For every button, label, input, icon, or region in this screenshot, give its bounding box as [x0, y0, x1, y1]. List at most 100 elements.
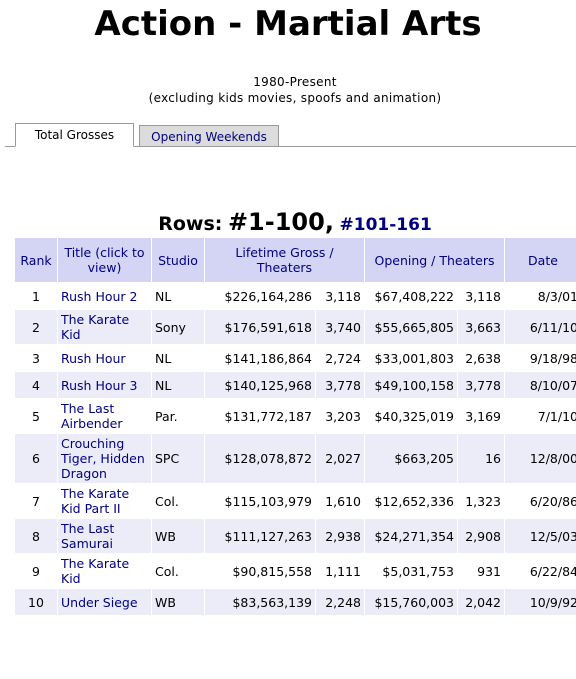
lifetime-gross: $111,127,263 — [205, 519, 315, 553]
tab[interactable]: Opening Weekends — [139, 125, 279, 147]
studio: NL — [152, 372, 204, 398]
page-title: Action - Martial Arts — [94, 4, 482, 44]
opening-theaters: 1,323 — [465, 493, 501, 509]
date: 9/18/98 — [529, 350, 576, 366]
table-row: 3 Rush Hour NL $141,186,864 2,724 $33,001,803… — [15, 345, 576, 371]
date: 6/22/84 — [529, 563, 576, 579]
title[interactable]: Rush Hour 3 — [58, 372, 151, 398]
title[interactable]: The Last Samurai — [58, 519, 151, 553]
table-row: 4 Rush Hour 3 NL $140,125,968 3,778 $49,100,1… — [15, 372, 576, 398]
pager-label: Rows: — [158, 213, 223, 235]
studio: SPC — [152, 434, 204, 483]
separator: , — [324, 208, 334, 236]
title[interactable]: The Karate Kid Part II — [61, 486, 130, 516]
title[interactable]: Rush Hour — [61, 350, 126, 366]
grosses-table: Rank Title (click to view) Studio Lifetime … — [14, 237, 576, 616]
pager-link[interactable]: #101-161 — [339, 215, 432, 235]
studio: NL — [155, 350, 172, 366]
lifetime-gross: $115,103,979 — [224, 493, 312, 509]
column-header[interactable]: Title (click to view) — [58, 238, 151, 282]
date: 7/1/10 — [537, 408, 576, 424]
note: (excluding kids movies, spoofs and anima… — [148, 91, 442, 105]
rank: 3 — [32, 350, 40, 366]
column-header[interactable]: Date — [505, 238, 576, 282]
title[interactable]: The Last Airbender — [61, 401, 123, 431]
opening: $12,652,336 — [374, 493, 454, 509]
opening: $5,031,753 — [382, 563, 454, 579]
column-header[interactable]: Rank — [15, 238, 57, 282]
opening: $49,100,158 — [365, 372, 457, 398]
column-header[interactable]: Lifetime Gross / Theaters — [205, 238, 364, 282]
opening-theaters: 3,778 — [458, 372, 504, 398]
lifetime-gross: $83,563,139 — [205, 589, 315, 615]
title[interactable]: Crouching Tiger, Hidden Dragon — [58, 434, 151, 483]
theaters: 3,740 — [316, 310, 364, 344]
rank: 2 — [15, 310, 57, 344]
rank: 8 — [15, 519, 57, 553]
theaters: 3,118 — [325, 288, 361, 304]
table-row: 1 Rush Hour 2 NL $226,164,286 3,118 $67,408,2… — [15, 283, 576, 309]
opening-theaters: 2,042 — [458, 589, 504, 615]
theaters: 2,248 — [316, 589, 364, 615]
lifetime-gross: $226,164,286 — [224, 288, 312, 304]
opening: $663,205 — [365, 434, 457, 483]
opening-theaters: 2,638 — [465, 350, 501, 366]
theaters: 3,778 — [316, 372, 364, 398]
opening: $55,665,805 — [365, 310, 457, 344]
lifetime-gross: $128,078,872 — [205, 434, 315, 483]
opening-theaters: 3,118 — [465, 288, 501, 304]
rank: 5 — [32, 408, 40, 424]
rank: 7 — [32, 493, 40, 509]
opening: $67,408,222 — [374, 288, 454, 304]
title[interactable]: The Karate Kid — [61, 556, 130, 586]
studio: WB — [152, 589, 204, 615]
theaters: 1,610 — [325, 493, 361, 509]
title[interactable]: Under Siege — [58, 589, 151, 615]
table-row: 8 The Last Samurai WB $111,127,263 2,938 $24,… — [15, 519, 576, 553]
title[interactable]: Rush Hour 2 — [61, 288, 138, 304]
table-row: 7 The Karate Kid Part II Col. $115,103,979 1… — [15, 484, 576, 518]
rank: 9 — [32, 563, 40, 579]
table-row: 2 The Karate Kid Sony $176,591,618 3,740 $55,… — [15, 310, 576, 344]
rank: 6 — [15, 434, 57, 483]
date: 10/9/92 — [505, 589, 576, 615]
column-header[interactable]: Studio — [152, 238, 204, 282]
lifetime-gross: $90,815,558 — [232, 563, 312, 579]
rank: 10 — [15, 589, 57, 615]
date: 6/20/86 — [529, 493, 576, 509]
rank: 4 — [15, 372, 57, 398]
theaters: 3,203 — [325, 408, 361, 424]
title[interactable]: The Karate Kid — [58, 310, 151, 344]
table-row: 9 The Karate Kid Col. $90,815,558 1,111 $5,03… — [15, 554, 576, 588]
opening: $40,325,019 — [374, 408, 454, 424]
tab[interactable]: Total Grosses — [15, 123, 134, 147]
theaters: 2,724 — [325, 350, 361, 366]
opening: $33,001,803 — [374, 350, 454, 366]
theaters: 2,027 — [316, 434, 364, 483]
pager: Rows: #1-100, #101-161 — [0, 208, 576, 236]
lifetime-gross: $131,772,187 — [224, 408, 312, 424]
opening: $15,760,003 — [365, 589, 457, 615]
opening-theaters: 931 — [477, 563, 501, 579]
pager-current: #1-100 — [227, 208, 325, 236]
lifetime-gross: $141,186,864 — [224, 350, 312, 366]
studio: Par. — [155, 408, 178, 424]
header-row: Rank Title (click to view) Studio Lifetime … — [15, 238, 576, 282]
theaters: 2,938 — [316, 519, 364, 553]
studio: Col. — [155, 563, 179, 579]
date: 8/10/07 — [505, 372, 576, 398]
date: 8/3/01 — [537, 288, 576, 304]
tab-bar: Total Grosses Opening Weekends — [5, 123, 576, 147]
date: 12/8/00 — [505, 434, 576, 483]
studio: Col. — [155, 493, 179, 509]
opening-theaters: 2,908 — [458, 519, 504, 553]
table-row: 10 Under Siege WB $83,563,139 2,248 $15,760,0… — [15, 589, 576, 615]
studio: WB — [152, 519, 204, 553]
opening: $24,271,354 — [365, 519, 457, 553]
table-row: 6 Crouching Tiger, Hidden Dragon SPC $128,0… — [15, 434, 576, 483]
table-row: 5 The Last Airbender Par. $131,772,187 3,203… — [15, 399, 576, 433]
column-header[interactable]: Opening / Theaters — [365, 238, 504, 282]
lifetime-gross: $140,125,968 — [205, 372, 315, 398]
studio: NL — [155, 288, 172, 304]
